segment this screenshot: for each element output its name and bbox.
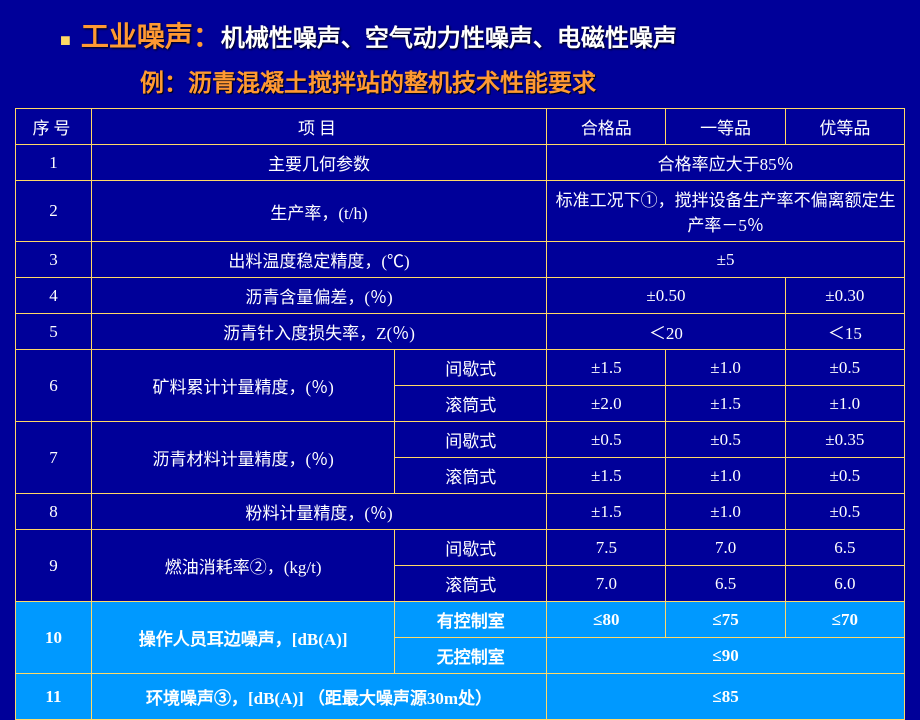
col-qualified: 合格品 — [547, 109, 666, 145]
cell-sub: 无控制室 — [395, 638, 547, 674]
cell-val: ±1.0 — [666, 494, 785, 530]
cell-no: 11 — [16, 674, 92, 720]
cell-val: ±1.5 — [547, 458, 666, 494]
cell-no: 2 — [16, 181, 92, 242]
cell-no: 3 — [16, 242, 92, 278]
cell-val: 7.0 — [666, 530, 785, 566]
cell-val: ±0.35 — [785, 422, 904, 458]
header-line: ■ 工业噪声 ： 机械性噪声、空气动力性噪声、电磁性噪声 — [60, 15, 910, 55]
cell-val: ≤80 — [547, 602, 666, 638]
cell-no: 5 — [16, 314, 92, 350]
cell-item: 主要几何参数 — [91, 145, 546, 181]
cell-val: ±0.5 — [785, 494, 904, 530]
cell-val: ±1.0 — [666, 458, 785, 494]
title-bold: 工业噪声 — [81, 15, 193, 55]
cell-val: ≤70 — [785, 602, 904, 638]
cell-val: ＜20 — [547, 314, 786, 350]
cell-sub: 滚筒式 — [395, 458, 547, 494]
table-row: 3 出料温度稳定精度，(℃) ±5 — [16, 242, 905, 278]
cell-no: 7 — [16, 422, 92, 494]
table-row: 1 主要几何参数 合格率应大于85％ — [16, 145, 905, 181]
cell-item: 沥青针入度损失率，Z(％) — [91, 314, 546, 350]
cell-no: 4 — [16, 278, 92, 314]
col-premium: 优等品 — [785, 109, 904, 145]
cell-item: 粉料计量精度，(％) — [91, 494, 546, 530]
cell-val: ±1.5 — [547, 350, 666, 386]
table-row: 2 生产率，(t/h) 标准工况下①，搅拌设备生产率不偏离额定生产率－5％ — [16, 181, 905, 242]
cell-val: ±1.5 — [666, 386, 785, 422]
cell-val: 7.0 — [547, 566, 666, 602]
spec-table: 序号 项目 合格品 一等品 优等品 1 主要几何参数 合格率应大于85％ 2 生… — [15, 108, 905, 720]
cell-val: ±1.5 — [547, 494, 666, 530]
table-row: 6 矿料累计计量精度，(％) 间歇式 ±1.5 ±1.0 ±0.5 — [16, 350, 905, 386]
cell-val: ±1.0 — [666, 350, 785, 386]
cell-no: 1 — [16, 145, 92, 181]
cell-val: ±0.5 — [785, 350, 904, 386]
cell-val: 7.5 — [547, 530, 666, 566]
cell-no: 8 — [16, 494, 92, 530]
title-colon: ： — [193, 15, 221, 55]
cell-sub: 间歇式 — [395, 422, 547, 458]
cell-val: ≤75 — [666, 602, 785, 638]
table-row: 8 粉料计量精度，(％) ±1.5 ±1.0 ±0.5 — [16, 494, 905, 530]
cell-item: 燃油消耗率②，(kg/t) — [91, 530, 395, 602]
cell-item: 出料温度稳定精度，(℃) — [91, 242, 546, 278]
cell-val: 6.5 — [666, 566, 785, 602]
table-header-row: 序号 项目 合格品 一等品 优等品 — [16, 109, 905, 145]
cell-val: ±0.5 — [666, 422, 785, 458]
cell-no: 10 — [16, 602, 92, 674]
cell-sub: 滚筒式 — [395, 386, 547, 422]
bullet-icon: ■ — [60, 30, 71, 51]
cell-val: ±0.5 — [785, 458, 904, 494]
cell-item: 生产率，(t/h) — [91, 181, 546, 242]
table-row: 7 沥青材料计量精度，(％) 间歇式 ±0.5 ±0.5 ±0.35 — [16, 422, 905, 458]
cell-sub: 滚筒式 — [395, 566, 547, 602]
cell-sub: 间歇式 — [395, 530, 547, 566]
title-rest: 机械性噪声、空气动力性噪声、电磁性噪声 — [221, 18, 677, 53]
cell-no: 6 — [16, 350, 92, 422]
col-seq: 序号 — [16, 109, 92, 145]
cell-item: 沥青含量偏差，(％) — [91, 278, 546, 314]
table-row: 9 燃油消耗率②，(kg/t) 间歇式 7.5 7.0 6.5 — [16, 530, 905, 566]
cell-val: ±5 — [547, 242, 905, 278]
cell-sub: 有控制室 — [395, 602, 547, 638]
cell-val: ≤90 — [547, 638, 905, 674]
cell-item: 沥青材料计量精度，(％) — [91, 422, 395, 494]
table-row: 5 沥青针入度损失率，Z(％) ＜20 ＜15 — [16, 314, 905, 350]
table-row-highlight: 11 环境噪声③，[dB(A)] （距最大噪声源30m处） ≤85 — [16, 674, 905, 720]
cell-val: ±0.5 — [547, 422, 666, 458]
cell-val: 6.0 — [785, 566, 904, 602]
cell-item: 矿料累计计量精度，(％) — [91, 350, 395, 422]
slide-container: ■ 工业噪声 ： 机械性噪声、空气动力性噪声、电磁性噪声 例：沥青混凝土搅拌站的… — [0, 0, 920, 720]
cell-val: 标准工况下①，搅拌设备生产率不偏离额定生产率－5％ — [547, 181, 905, 242]
cell-val: ±1.0 — [785, 386, 904, 422]
subtitle: 例：沥青混凝土搅拌站的整机技术性能要求 — [140, 63, 910, 98]
cell-val: ≤85 — [547, 674, 905, 720]
table-row-highlight: 10 操作人员耳边噪声，[dB(A)] 有控制室 ≤80 ≤75 ≤70 — [16, 602, 905, 638]
cell-val: 6.5 — [785, 530, 904, 566]
table-row: 4 沥青含量偏差，(％) ±0.50 ±0.30 — [16, 278, 905, 314]
cell-val: ±2.0 — [547, 386, 666, 422]
col-item: 项目 — [91, 109, 546, 145]
cell-sub: 间歇式 — [395, 350, 547, 386]
cell-val: ±0.50 — [547, 278, 786, 314]
col-first: 一等品 — [666, 109, 785, 145]
cell-item: 操作人员耳边噪声，[dB(A)] — [91, 602, 395, 674]
cell-val: ±0.30 — [785, 278, 904, 314]
cell-no: 9 — [16, 530, 92, 602]
cell-val: 合格率应大于85％ — [547, 145, 905, 181]
cell-item: 环境噪声③，[dB(A)] （距最大噪声源30m处） — [91, 674, 546, 720]
cell-val: ＜15 — [785, 314, 904, 350]
